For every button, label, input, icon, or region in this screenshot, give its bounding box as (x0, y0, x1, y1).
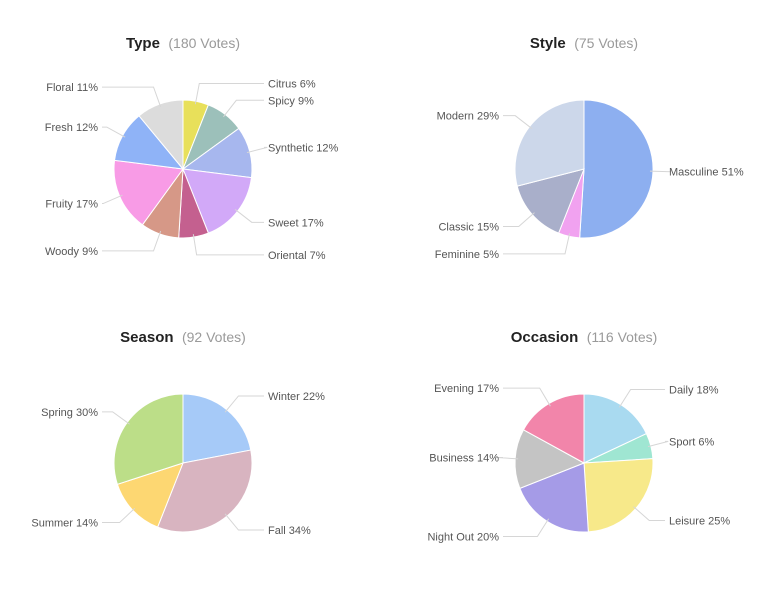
chart-title-season: Season (92 Votes) (120, 329, 246, 346)
leader-line-winter (224, 395, 264, 413)
slice-label-daily: Daily 18% (669, 385, 719, 397)
slice-label-synthetic: Synthetic 12% (268, 142, 339, 154)
pie-chart-style: Style (75 Votes) Masculine 51% Feminine 5… (435, 35, 744, 261)
slice-label-floral: Floral 11% (46, 82, 98, 94)
leader-line-fresh (102, 126, 126, 138)
chart-title-style: Style (75 Votes) (530, 35, 638, 52)
slice-label-classic: Classic 15% (438, 222, 499, 234)
slice-label-leisure: Leisure 25% (669, 516, 730, 528)
chart-title-type: Type (180 Votes) (126, 35, 240, 52)
slice-label-sport: Sport 6% (669, 436, 714, 448)
leader-line-spicy (223, 99, 264, 118)
slice-label-woody: Woody 9% (45, 246, 98, 258)
pie-slice-leisure (583, 458, 654, 533)
leader-line-leisure (633, 506, 665, 522)
pie-chart-type: Type (180 Votes) Citrus 6% Spicy 9% Synthe… (45, 35, 339, 262)
pie-slice-masculine (579, 99, 654, 239)
slice-label-modern: Modern 29% (437, 111, 500, 123)
leader-line-spring (102, 411, 130, 425)
leader-line-feminine (503, 233, 571, 255)
slice-label-business: Business 14% (429, 453, 499, 465)
leader-line-modern (503, 115, 533, 129)
leader-line-sweet (234, 209, 264, 223)
slice-label-night-out: Night Out 20% (427, 531, 499, 543)
leader-line-daily (618, 389, 665, 408)
leader-line-business (497, 457, 519, 460)
leader-line-classic (503, 212, 535, 228)
leader-line-fruity (102, 194, 123, 205)
slice-label-fall: Fall 34% (268, 525, 311, 537)
leader-line-masculine (649, 170, 671, 173)
slice-label-winter: Winter 22% (268, 391, 325, 403)
slice-label-feminine: Feminine 5% (435, 249, 499, 261)
leader-line-summer (102, 507, 136, 524)
leader-line-floral (102, 86, 162, 108)
leader-line-oriental (192, 234, 264, 256)
leader-line-synthetic (246, 146, 268, 154)
slice-label-fresh: Fresh 12% (45, 122, 98, 134)
leader-line-sport (647, 440, 669, 448)
slice-label-spring: Spring 30% (41, 407, 98, 419)
slice-label-summer: Summer 14% (31, 518, 98, 530)
slice-label-evening: Evening 17% (434, 383, 499, 395)
leader-line-night-out (503, 518, 550, 537)
slice-label-spicy: Spicy 9% (268, 95, 314, 107)
leader-line-evening (503, 387, 551, 407)
leader-line-woody (102, 230, 162, 252)
slice-label-masculine: Masculine 51% (669, 167, 744, 179)
pie-chart-season: Season (92 Votes) Winter 22% Fall 34% Summ… (31, 329, 325, 537)
chart-title-occasion: Occasion (116 Votes) (511, 329, 658, 346)
pie-chart-occasion: Occasion (116 Votes) Daily 18% Sport 6% Le… (427, 329, 730, 543)
leader-line-citrus (194, 83, 264, 105)
slice-label-citrus: Citrus 6% (268, 79, 316, 91)
slice-label-fruity: Fruity 17% (45, 199, 98, 211)
slice-label-oriental: Oriental 7% (268, 250, 326, 262)
leader-line-fall (224, 513, 264, 531)
slice-label-sweet: Sweet 17% (268, 217, 324, 229)
